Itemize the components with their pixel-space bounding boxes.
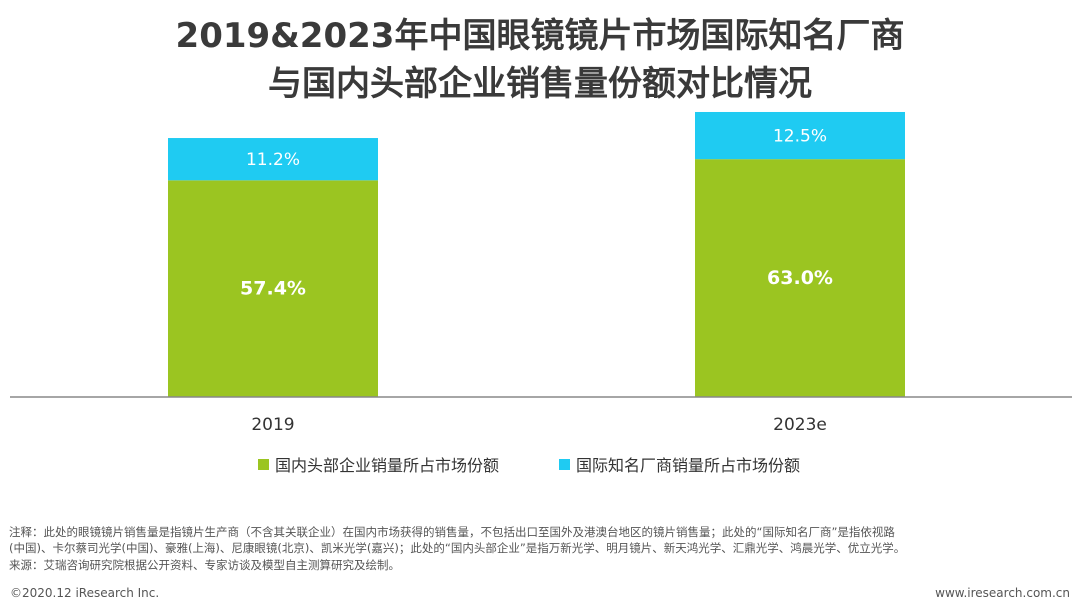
chart-title-line2: 与国内头部企业销售量份额对比情况 <box>268 64 812 104</box>
bar-domestic-2023e <box>695 159 905 397</box>
note-line2: (中国)、卡尔蔡司光学(中国)、豪雅(上海)、尼康眼镜(北京)、凯米光学(嘉兴)… <box>9 541 906 555</box>
legend-swatch-domestic <box>258 458 269 470</box>
x-tick-label-2019: 2019 <box>251 415 294 435</box>
chart-title-line1: 2019&2023年中国眼镜镜片市场国际知名厂商 <box>175 16 905 56</box>
legend-label-domestic: 国内头部企业销量所占市场份额 <box>275 456 500 475</box>
data-label-domestic-2023e: 63.0% <box>767 267 833 289</box>
note-line1: 注释：此处的眼镜镜片销售量是指镜片生产商（不含其关联企业）在国内市场获得的销售量… <box>9 525 895 539</box>
bar-domestic-2019 <box>168 180 378 397</box>
data-label-international-2023e: 12.5% <box>773 127 827 147</box>
legend-label-international: 国际知名厂商销量所占市场份额 <box>576 456 801 475</box>
bar-international-2019 <box>168 138 378 181</box>
legend-item-domestic: 国内头部企业销量所占市场份额 <box>258 452 499 476</box>
legend-swatch-international <box>559 458 570 470</box>
data-label-domestic-2019: 57.4% <box>240 278 306 300</box>
source-line: 来源：艾瑞咨询研究院根据公开资料、专家访谈及模型自主测算研究及绘制。 <box>9 558 400 572</box>
website: www.iresearch.com.cn <box>935 586 1070 600</box>
stacked-bar-chart: 57.4% 11.2% 2019 63.0% 12.5% 2023e <box>10 111 1072 435</box>
legend-item-international: 国际知名厂商销量所占市场份额 <box>559 452 800 476</box>
x-tick-label-2023e: 2023e <box>773 415 827 435</box>
bar-international-2023e <box>695 111 905 160</box>
copyright: ©2020.12 iResearch Inc. <box>10 586 160 600</box>
data-label-international-2019: 11.2% <box>246 150 300 170</box>
